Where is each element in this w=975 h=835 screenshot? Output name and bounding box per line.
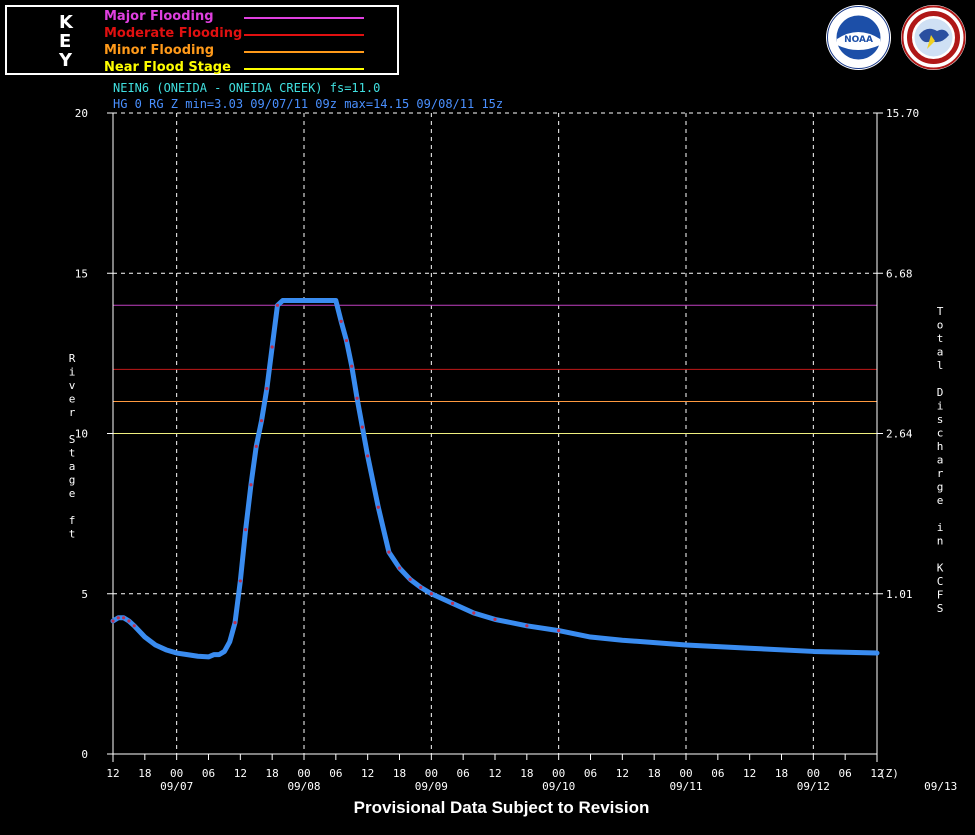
stage-series — [110, 297, 880, 660]
stage-marker — [116, 616, 120, 620]
stage-marker — [525, 624, 529, 628]
stage-marker — [450, 601, 455, 605]
station-line: NEIN6 (ONEIDA - ONEIDA CREEK) fs=11.0 — [113, 81, 381, 95]
stage-marker — [254, 444, 258, 448]
legend-near-label: Near Flood Stage — [104, 60, 231, 75]
x-date-label: 09/13 — [924, 780, 957, 793]
stage-marker — [249, 483, 253, 487]
legend-major-swatch — [244, 17, 364, 19]
y2-tick-label: 2.64 — [886, 428, 913, 441]
noaa-logo-icon: NOAA — [826, 5, 891, 70]
stage-marker — [344, 338, 349, 343]
key-title: K E Y — [59, 13, 73, 70]
x-tick-label: 00 — [552, 767, 565, 780]
stage-marker — [408, 577, 412, 581]
x-tick-label: 00 — [170, 767, 183, 780]
x-tick-label: 06 — [329, 767, 342, 780]
legend-minor-swatch — [244, 51, 364, 53]
legend-key: K E Y — [5, 5, 399, 75]
stage-marker — [350, 364, 354, 368]
stage-marker — [355, 396, 359, 400]
x-date-label: 09/09 — [415, 780, 448, 793]
stage-line — [110, 297, 880, 660]
x-tick-label: 06 — [202, 767, 215, 780]
x-date-label: 09/10 — [542, 780, 575, 793]
stage-marker — [360, 425, 364, 429]
noaa-logo-text: NOAA — [844, 35, 873, 45]
stage-marker — [472, 611, 476, 615]
x-tick-label: 18 — [648, 767, 661, 780]
x-tick-label: 06 — [711, 767, 724, 780]
x-tick-label: 00 — [679, 767, 692, 780]
key-letter: K — [59, 12, 73, 33]
stage-marker — [132, 624, 136, 628]
y-tick-label: 5 — [81, 588, 88, 601]
x-tick-label: 18 — [266, 767, 279, 780]
stage-marker — [339, 319, 343, 323]
x-tick-label: 06 — [839, 767, 852, 780]
legend-moderate-label: Moderate Flooding — [104, 26, 243, 41]
x-date-label: 09/07 — [160, 780, 193, 793]
legend-major-label: Major Flooding — [104, 9, 214, 24]
legend-near-swatch — [244, 68, 364, 70]
stage-marker — [238, 579, 242, 583]
stage-marker — [270, 345, 274, 349]
x-tick-label: 00 — [807, 767, 820, 780]
x-date-label: 09/12 — [797, 780, 830, 793]
x-tick-label: 18 — [775, 767, 788, 780]
stage-marker — [397, 566, 402, 570]
x-tick-label: 12 — [488, 767, 501, 780]
stage-marker — [275, 303, 280, 307]
x-tick-label: 12 — [361, 767, 374, 780]
stage-marker — [122, 616, 126, 620]
x-tick-label: 12 — [870, 767, 883, 780]
y-tick-label: 20 — [75, 107, 88, 120]
x-tick-label: 06 — [584, 767, 597, 780]
x-tick-label: 12 — [234, 767, 247, 780]
stage-marker — [233, 620, 237, 625]
x-tick-label: 18 — [520, 767, 533, 780]
x-tick-label: 12 — [743, 767, 756, 780]
stage-marker — [244, 528, 248, 532]
x-tick-label: 00 — [297, 767, 310, 780]
stage-marker — [127, 619, 131, 623]
y-tick-label: 10 — [75, 428, 88, 441]
x-tick-label: 18 — [393, 767, 406, 780]
x-tick-label: 18 — [138, 767, 151, 780]
stage-marker — [376, 505, 380, 509]
x-tick-label: 06 — [457, 767, 470, 780]
stage-marker — [429, 592, 433, 596]
x-tick-label: 00 — [425, 767, 438, 780]
stage-marker — [557, 629, 561, 633]
stage-marker — [259, 419, 264, 423]
y-tick-label: 0 — [81, 748, 88, 761]
stage-marker — [111, 619, 115, 623]
x-tick-label: 12 — [616, 767, 629, 780]
y2-tick-label: 15.70 — [886, 107, 919, 120]
legend-minor-label: Minor Flooding — [104, 43, 215, 58]
nws-logo-icon — [901, 5, 966, 70]
x-date-label: 09/08 — [287, 780, 320, 793]
stage-marker — [387, 550, 391, 554]
stage-marker — [265, 387, 269, 391]
y-tick-label: 15 — [75, 267, 88, 280]
provisional-note: Provisional Data Subject to Revision — [353, 798, 650, 817]
x-tick-label: 12 — [106, 767, 119, 780]
x-date-label: 09/11 — [669, 780, 702, 793]
stage-marker — [419, 585, 423, 589]
y2-tick-label: 1.01 — [886, 588, 913, 601]
stage-marker — [493, 617, 497, 621]
flood-levels — [113, 304, 877, 434]
x-tz-label: (Z) — [879, 767, 899, 780]
stage-marker — [366, 454, 370, 458]
y2-tick-label: 6.68 — [886, 267, 913, 280]
range-line: HG 0 RG Z min=3.03 09/07/11 09z max=14.1… — [113, 97, 504, 111]
key-letter: Y — [59, 50, 73, 71]
key-letter: E — [59, 31, 72, 52]
legend-moderate-swatch — [244, 34, 364, 36]
